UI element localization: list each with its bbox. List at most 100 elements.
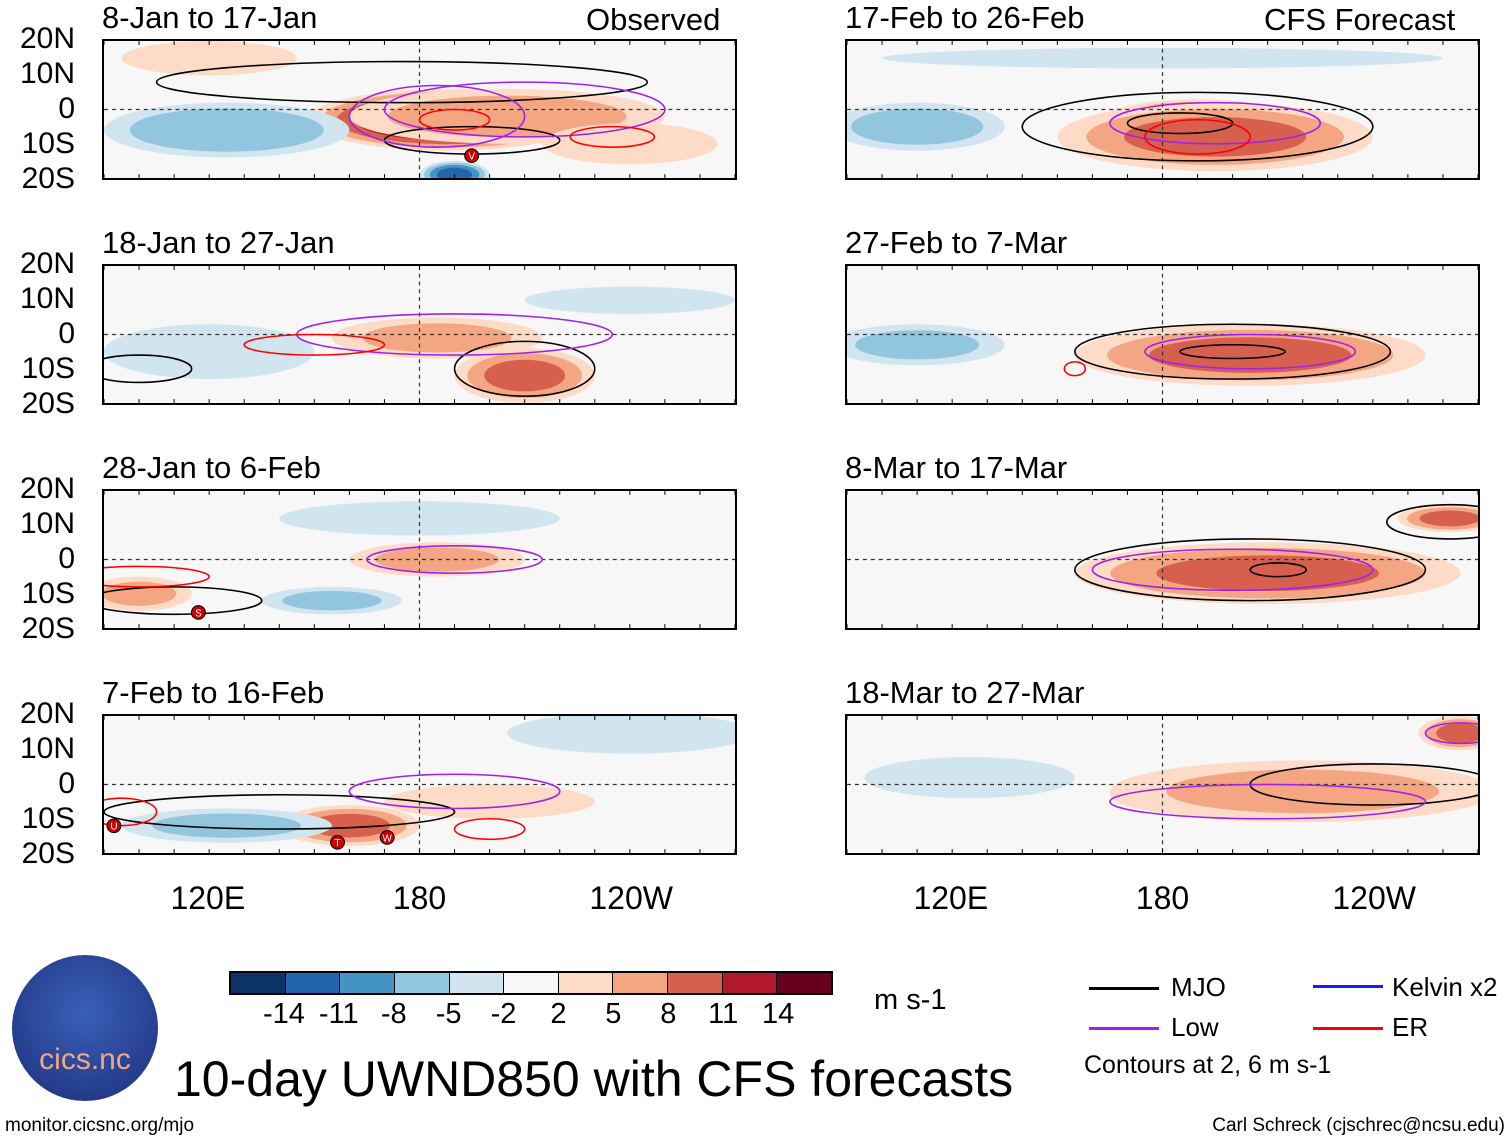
lat-label: 0 xyxy=(58,542,75,575)
svg-text:V: V xyxy=(468,152,475,163)
anomaly-shade xyxy=(850,108,984,145)
mjo-contour xyxy=(1179,343,1286,360)
anomaly-shade xyxy=(507,716,735,754)
anomaly-shade xyxy=(129,108,324,152)
lat-label: 20S xyxy=(21,612,75,645)
lat-label: 0 xyxy=(58,92,75,125)
low-contour xyxy=(348,84,526,148)
low-contour xyxy=(348,773,561,810)
anomaly-shade xyxy=(104,581,177,606)
panel-title: 28-Jan to 6-Feb xyxy=(102,450,321,485)
lat-label: 10N xyxy=(19,732,75,765)
svg-text:S: S xyxy=(195,608,202,619)
lon-label: 180 xyxy=(392,880,447,916)
colorbar-label: 5 xyxy=(605,998,622,1030)
anomaly-shade xyxy=(855,330,980,360)
legend-low: Low xyxy=(1171,1012,1219,1042)
forecast-label: CFS Forecast xyxy=(1264,2,1456,37)
panel-title: 18-Mar to 27-Mar xyxy=(845,675,1085,710)
mjo-contour xyxy=(1021,91,1374,162)
low-contour xyxy=(1109,783,1427,820)
map-panel: S xyxy=(102,489,737,630)
colorbar-label: 8 xyxy=(660,998,677,1030)
lat-label: 20S xyxy=(21,162,75,195)
panel-title: 8-Mar to 17-Mar xyxy=(845,450,1068,485)
colorbar-label: 14 xyxy=(761,998,795,1030)
lon-label: 120E xyxy=(170,880,246,916)
lat-label: 20N xyxy=(19,247,75,280)
svg-text:T: T xyxy=(334,838,340,849)
mjo-contour xyxy=(104,586,263,616)
observed-label: Observed xyxy=(586,2,721,37)
colorbar-label: -5 xyxy=(435,998,462,1030)
lat-label: 10N xyxy=(19,507,75,540)
er-contour xyxy=(1063,361,1087,377)
cics-logo: cics.nc xyxy=(12,955,158,1101)
anomaly-shade xyxy=(384,784,595,819)
colorbar-swatch xyxy=(668,973,723,993)
colorbar-label: 11 xyxy=(708,998,739,1030)
figure-title: 10-day UWND850 with CFS forecasts xyxy=(174,1051,1014,1107)
mjo-contour xyxy=(1074,323,1392,380)
panel-title: 17-Feb to 26-Feb xyxy=(845,0,1085,35)
lon-label: 120W xyxy=(589,880,673,916)
lon-label: 120E xyxy=(913,880,989,916)
mjo-contour xyxy=(104,794,456,830)
low-contour xyxy=(366,545,543,574)
anomaly-shade xyxy=(1166,769,1440,814)
anomaly-shade xyxy=(121,41,297,76)
panel-title: 8-Jan to 17-Jan xyxy=(102,0,318,35)
anomaly-shade xyxy=(524,286,735,314)
logo-text: cics.nc xyxy=(39,1043,131,1076)
map-panel: V xyxy=(102,39,737,180)
anomaly-shade xyxy=(362,323,512,353)
lat-label: 10N xyxy=(19,57,75,90)
low-contour xyxy=(1424,722,1478,745)
mjo-contour xyxy=(104,354,193,384)
mjo-contour xyxy=(453,340,596,397)
lat-label: 20N xyxy=(19,697,75,730)
lat-label: 0 xyxy=(58,317,75,350)
mjo-contour xyxy=(1074,538,1427,602)
mjo-contour xyxy=(1126,112,1234,135)
er-contour xyxy=(104,797,158,827)
anomaly-shade xyxy=(864,757,1075,799)
map-panel: U T W xyxy=(102,714,737,855)
colorbar-label: 2 xyxy=(550,998,567,1030)
low-contour xyxy=(1144,333,1357,370)
legend-mjo: MJO xyxy=(1171,972,1226,1002)
colorbar-swatch xyxy=(558,973,614,993)
anomaly-shade xyxy=(279,501,560,536)
mjo-contour xyxy=(1249,562,1308,578)
legend-kelvin-line xyxy=(1313,985,1383,988)
lat-label: 10S xyxy=(21,802,75,835)
colorbar-swatch xyxy=(285,973,341,993)
colorbar-label: -8 xyxy=(380,998,407,1030)
er-contour xyxy=(453,817,526,841)
lon-label: 180 xyxy=(1135,880,1190,916)
er-contour xyxy=(243,333,386,356)
legend-low-line xyxy=(1089,1027,1159,1030)
colorbar-swatch xyxy=(777,973,832,993)
colorbar-swatch xyxy=(722,973,778,993)
colorbar-swatch xyxy=(231,973,286,993)
lat-label: 20S xyxy=(21,837,75,870)
er-contour xyxy=(569,125,656,148)
footer-url: monitor.cicsnc.org/mjo xyxy=(5,1115,195,1136)
anomaly-shade xyxy=(1156,555,1379,591)
lon-label: 120W xyxy=(1332,880,1416,916)
footer-author: Carl Schreck (cjschrec@ncsu.edu) xyxy=(1212,1115,1505,1136)
legend-kelvin: Kelvin x2 xyxy=(1392,972,1498,1002)
storm-marker: W xyxy=(379,830,395,845)
legend-er-line xyxy=(1313,1027,1383,1030)
map-panel xyxy=(845,714,1480,855)
colorbar-label: -14 xyxy=(262,998,305,1030)
anomaly-shade xyxy=(375,547,499,572)
anomaly-shade xyxy=(484,359,566,392)
colorbar-label: -11 xyxy=(318,998,359,1030)
storm-marker: S xyxy=(190,605,206,620)
svg-text:W: W xyxy=(383,833,393,844)
mjo-contour xyxy=(155,60,649,104)
lat-label: 20S xyxy=(21,387,75,420)
